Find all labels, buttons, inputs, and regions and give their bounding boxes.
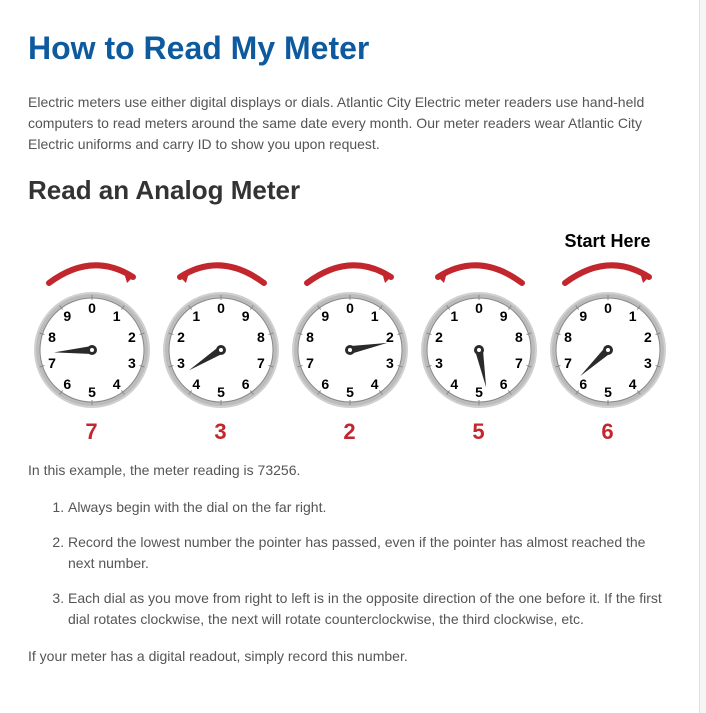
svg-text:2: 2 bbox=[386, 329, 394, 345]
svg-text:2: 2 bbox=[644, 329, 652, 345]
svg-text:8: 8 bbox=[515, 329, 523, 345]
dial-face: 0 12 34 567 89 bbox=[416, 287, 542, 413]
svg-text:5: 5 bbox=[217, 384, 225, 400]
svg-text:7: 7 bbox=[515, 355, 523, 371]
meter-dial: Start Here 01234567896 bbox=[544, 231, 671, 445]
svg-text:4: 4 bbox=[112, 376, 120, 392]
svg-text:6: 6 bbox=[579, 376, 587, 392]
page-title: How to Read My Meter bbox=[28, 30, 671, 67]
rotation-arrow-icon bbox=[37, 257, 147, 287]
svg-text:9: 9 bbox=[63, 308, 71, 324]
svg-text:1: 1 bbox=[628, 308, 636, 324]
svg-text:1: 1 bbox=[370, 308, 378, 324]
instruction-step: Record the lowest number the pointer has… bbox=[68, 532, 671, 574]
svg-text:8: 8 bbox=[257, 329, 265, 345]
svg-text:3: 3 bbox=[435, 355, 443, 371]
svg-text:6: 6 bbox=[63, 376, 71, 392]
svg-text:5: 5 bbox=[346, 384, 354, 400]
svg-text:4: 4 bbox=[628, 376, 636, 392]
svg-text:9: 9 bbox=[241, 308, 249, 324]
svg-text:7: 7 bbox=[306, 355, 314, 371]
dial-reading-value: 3 bbox=[214, 419, 226, 445]
meter-dials-diagram: 01234567897 01234567893 01234567892 0123… bbox=[28, 231, 671, 445]
section-heading: Read an Analog Meter bbox=[28, 175, 671, 206]
svg-text:4: 4 bbox=[370, 376, 378, 392]
intro-paragraph: Electric meters use either digital displ… bbox=[28, 92, 671, 155]
svg-text:3: 3 bbox=[386, 355, 394, 371]
svg-text:5: 5 bbox=[604, 384, 612, 400]
svg-text:9: 9 bbox=[499, 308, 507, 324]
instructions-list: Always begin with the dial on the far ri… bbox=[28, 497, 671, 630]
svg-text:4: 4 bbox=[450, 376, 458, 392]
dial-face: 012 345 67 89 bbox=[287, 287, 413, 413]
svg-text:9: 9 bbox=[321, 308, 329, 324]
svg-text:7: 7 bbox=[564, 355, 572, 371]
start-here-label: Start Here bbox=[564, 231, 650, 253]
svg-text:7: 7 bbox=[257, 355, 265, 371]
svg-text:5: 5 bbox=[88, 384, 96, 400]
svg-text:6: 6 bbox=[241, 376, 249, 392]
meter-dial: 01234567895 bbox=[415, 231, 542, 445]
dial-face: 012 345 67 89 bbox=[29, 287, 155, 413]
svg-text:8: 8 bbox=[48, 329, 56, 345]
svg-text:3: 3 bbox=[128, 355, 136, 371]
svg-text:9: 9 bbox=[579, 308, 587, 324]
svg-text:0: 0 bbox=[604, 300, 612, 316]
svg-text:2: 2 bbox=[177, 329, 185, 345]
instruction-step: Each dial as you move from right to left… bbox=[68, 588, 671, 630]
rotation-arrow-icon bbox=[166, 257, 276, 287]
svg-text:0: 0 bbox=[346, 300, 354, 316]
svg-text:0: 0 bbox=[475, 300, 483, 316]
svg-text:1: 1 bbox=[450, 308, 458, 324]
svg-text:8: 8 bbox=[306, 329, 314, 345]
page-container: How to Read My Meter Electric meters use… bbox=[0, 0, 700, 713]
dial-face: 012 345 67 89 bbox=[545, 287, 671, 413]
svg-text:7: 7 bbox=[48, 355, 56, 371]
svg-text:2: 2 bbox=[435, 329, 443, 345]
digital-note: If your meter has a digital readout, sim… bbox=[28, 646, 671, 667]
dial-face: 0 12 34 567 89 bbox=[158, 287, 284, 413]
dial-reading-value: 7 bbox=[85, 419, 97, 445]
meter-dial: 01234567897 bbox=[28, 231, 155, 445]
svg-text:0: 0 bbox=[88, 300, 96, 316]
meter-dial: 01234567893 bbox=[157, 231, 284, 445]
rotation-arrow-icon bbox=[295, 257, 405, 287]
dial-reading-value: 5 bbox=[472, 419, 484, 445]
svg-text:3: 3 bbox=[644, 355, 652, 371]
dial-reading-value: 2 bbox=[343, 419, 355, 445]
rotation-arrow-icon bbox=[553, 257, 663, 287]
example-reading-line: In this example, the meter reading is 73… bbox=[28, 460, 671, 481]
svg-text:4: 4 bbox=[192, 376, 200, 392]
svg-text:1: 1 bbox=[192, 308, 200, 324]
svg-text:2: 2 bbox=[128, 329, 136, 345]
rotation-arrow-icon bbox=[424, 257, 534, 287]
svg-text:6: 6 bbox=[499, 376, 507, 392]
instruction-step: Always begin with the dial on the far ri… bbox=[68, 497, 671, 518]
svg-text:5: 5 bbox=[475, 384, 483, 400]
svg-text:0: 0 bbox=[217, 300, 225, 316]
svg-text:6: 6 bbox=[321, 376, 329, 392]
dial-reading-value: 6 bbox=[601, 419, 613, 445]
svg-text:8: 8 bbox=[564, 329, 572, 345]
meter-dial: 01234567892 bbox=[286, 231, 413, 445]
svg-text:3: 3 bbox=[177, 355, 185, 371]
svg-text:1: 1 bbox=[112, 308, 120, 324]
